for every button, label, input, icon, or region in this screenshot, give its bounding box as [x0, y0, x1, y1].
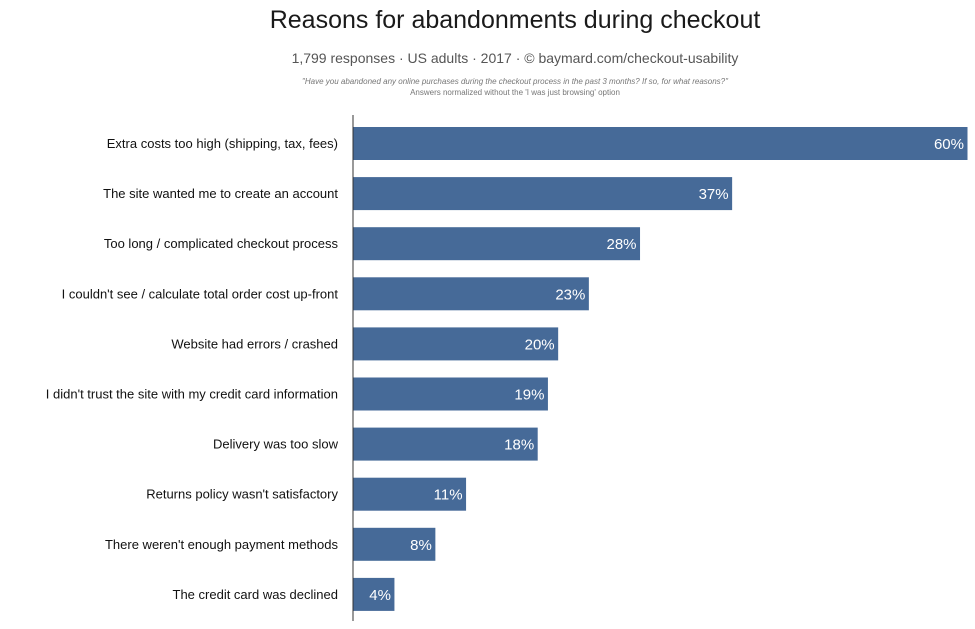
value-label: 18% [504, 437, 534, 454]
bar [353, 227, 641, 261]
survey-question: "Have you abandoned any online purchases… [302, 77, 728, 86]
value-label: 37% [699, 186, 729, 203]
value-label: 23% [555, 286, 585, 303]
category-label: The credit card was declined [173, 587, 338, 602]
bar [353, 127, 968, 160]
bar [353, 527, 436, 561]
bar [353, 577, 395, 611]
value-label: 19% [514, 387, 544, 404]
value-label: 20% [525, 336, 555, 353]
category-label: Website had errors / crashed [171, 336, 338, 351]
category-label: Delivery was too slow [213, 437, 339, 452]
category-label: Too long / complicated checkout process [104, 236, 339, 251]
bar [353, 377, 548, 411]
bar [353, 427, 538, 461]
value-label: 8% [410, 537, 432, 554]
bar [353, 477, 467, 511]
category-label: I couldn't see / calculate total order c… [62, 286, 339, 301]
normalization-note: Answers normalized without the 'I was ju… [410, 88, 620, 97]
bar [353, 277, 589, 311]
value-label: 4% [369, 587, 391, 604]
chart-subtitle: 1,799 responses · US adults · 2017 · © b… [291, 50, 739, 66]
value-label: 28% [607, 236, 637, 253]
category-label: There weren't enough payment methods [105, 537, 339, 552]
category-label: Returns policy wasn't satisfactory [146, 487, 338, 502]
bar [353, 327, 559, 361]
bar [353, 177, 733, 211]
value-label: 11% [434, 487, 463, 504]
chart-title: Reasons for abandonments during checkout [269, 6, 761, 34]
value-label: 60% [934, 136, 964, 153]
category-label: I didn't trust the site with my credit c… [46, 387, 338, 402]
category-label: The site wanted me to create an account [103, 186, 338, 201]
category-label: Extra costs too high (shipping, tax, fee… [107, 136, 338, 151]
